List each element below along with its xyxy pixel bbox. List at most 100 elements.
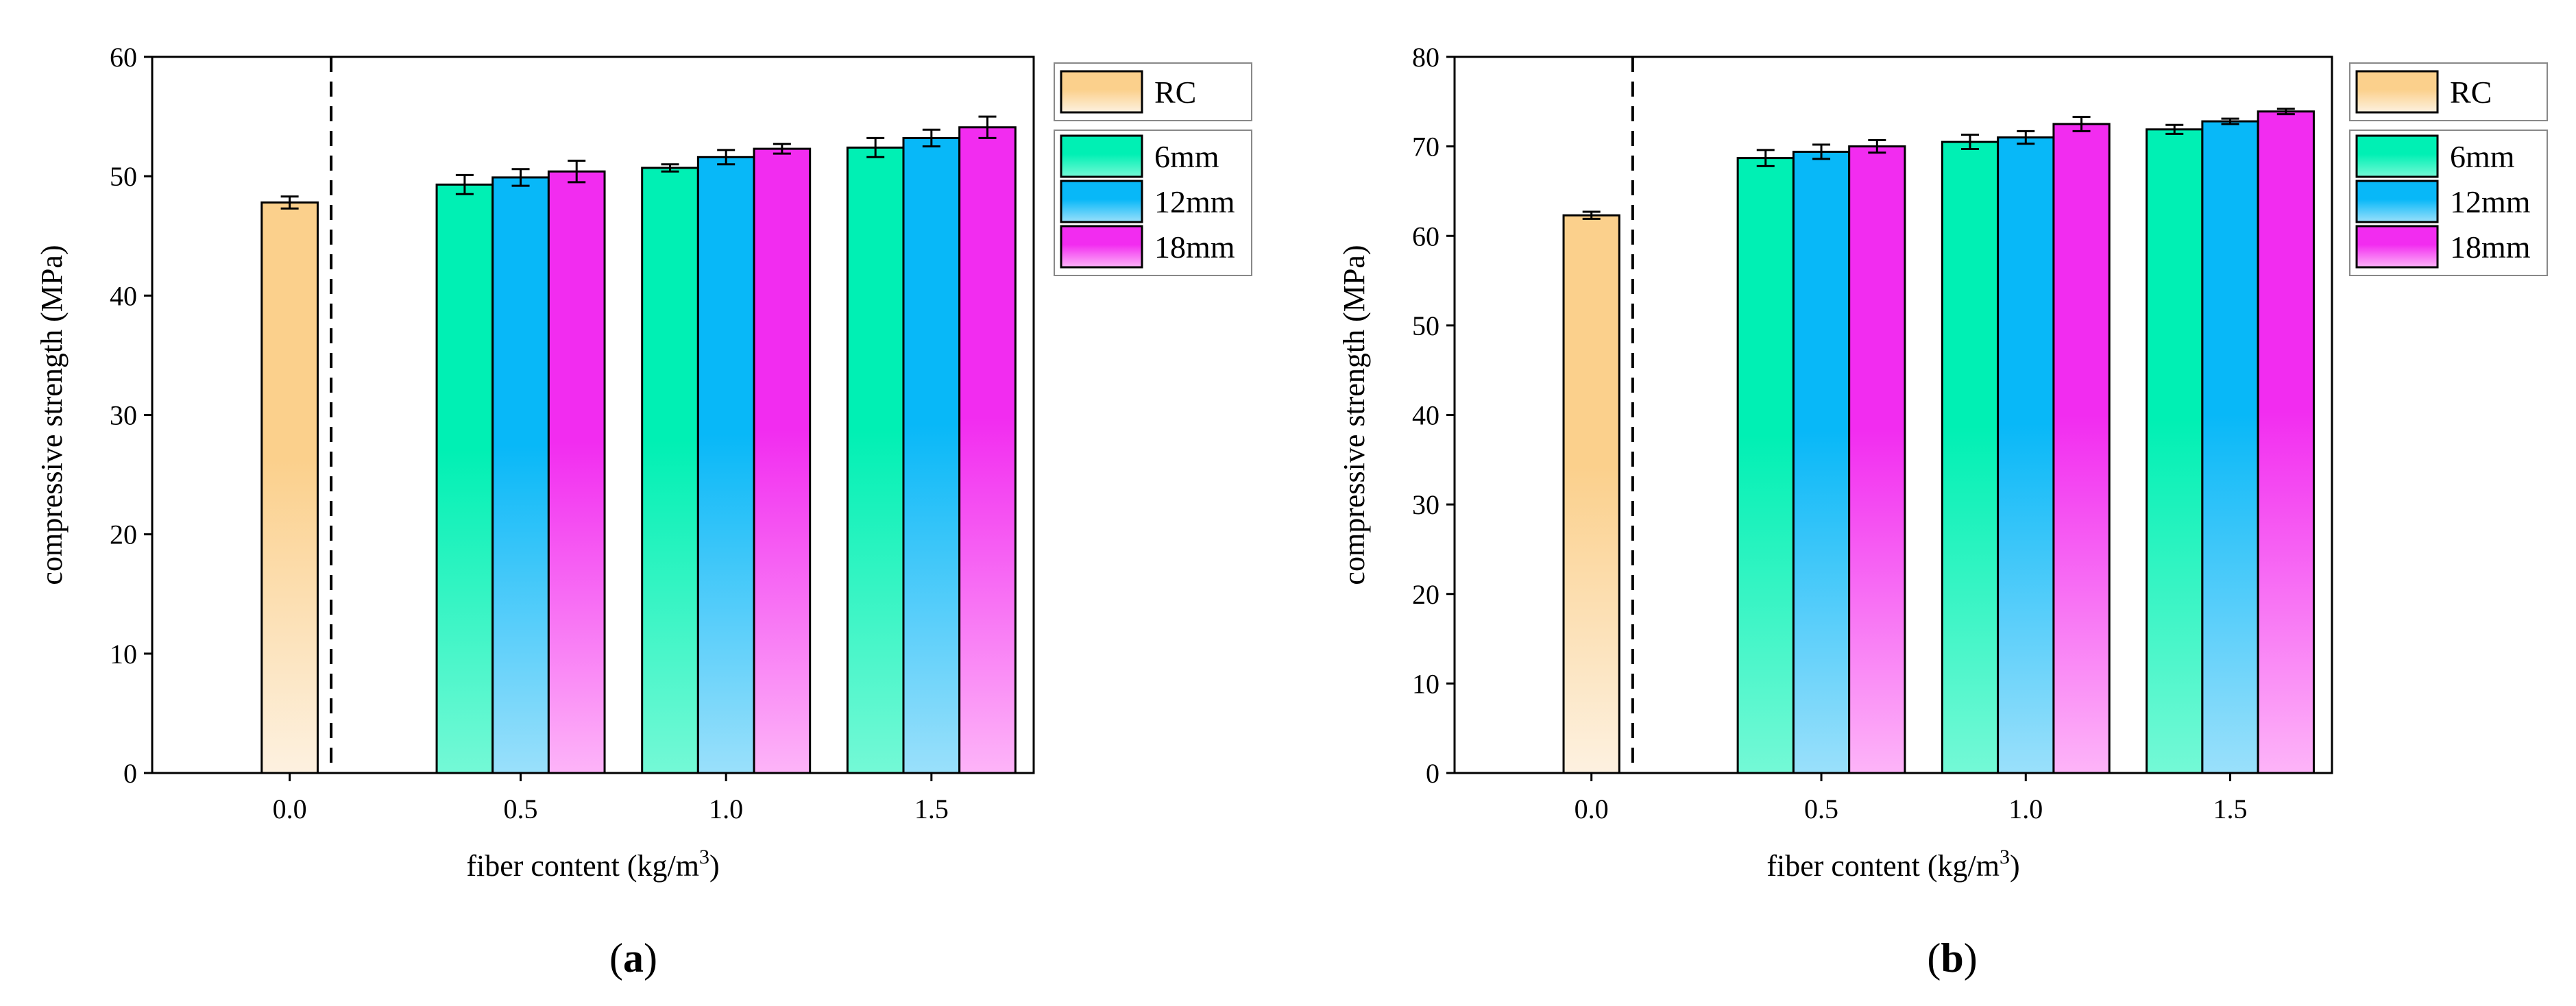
bar-12mm-1.0 — [696, 156, 755, 774]
y-tick-label: 40 — [1412, 400, 1439, 431]
y-tick-label: 40 — [110, 280, 137, 311]
panel-label-close: ) — [1964, 935, 1978, 981]
error-bar-12mm-1.0 — [2017, 130, 2035, 145]
error-bar-6mm-0.5 — [455, 173, 474, 195]
legend-label-18mm: 18mm — [1154, 230, 1235, 265]
y-tick-label: 50 — [1412, 310, 1439, 341]
bar-18mm-0.5 — [547, 170, 606, 774]
bar-rc — [1562, 214, 1620, 774]
y-axis-label: compressive strength (MPa) — [35, 245, 69, 585]
error-bar-12mm-1.5 — [2221, 117, 2239, 125]
y-axis-label: compressive strength (MPa) — [1337, 245, 1371, 585]
x-tick-label: 0.5 — [504, 794, 538, 824]
bar-18mm-1.5 — [2257, 110, 2315, 774]
bar-6mm-1.0 — [641, 167, 699, 774]
error-bar-6mm-1.0 — [661, 163, 679, 173]
legend-label-6mm: 6mm — [2450, 139, 2515, 174]
legend-label-rc: RC — [2450, 75, 2492, 110]
x-tick-label: 0.5 — [1804, 794, 1838, 824]
bar-12mm-1.0 — [1997, 136, 2055, 774]
legend-swatch-6mm — [1060, 134, 1143, 178]
y-tick-label: 60 — [110, 42, 137, 73]
legend-swatch-12mm — [1060, 180, 1143, 223]
error-bar-18mm-1.0 — [773, 143, 791, 155]
legend-label-6mm: 6mm — [1154, 139, 1219, 174]
panel-label: (b) — [1927, 935, 1977, 981]
legend-swatch-6mm — [2355, 134, 2439, 178]
bar-6mm-1.0 — [1941, 140, 2000, 774]
panel-label-letter: a — [623, 935, 644, 981]
error-bar-rc — [1582, 210, 1601, 220]
legend-swatch-12mm — [2355, 180, 2439, 223]
y-tick-label: 80 — [1412, 42, 1439, 73]
x-axis-label-suffix: ) — [709, 849, 720, 883]
bar-6mm-0.5 — [1736, 157, 1795, 774]
legend-swatch-18mm — [2355, 225, 2439, 269]
x-tick-label: 1.5 — [914, 794, 949, 824]
bar-18mm-1.0 — [2052, 123, 2111, 774]
error-bar-rc — [280, 195, 299, 210]
panel-a-chart: 0 10 20 30 40 50 60 0.0 0.5 1.0 1.5 compressive str… — [35, 42, 1252, 981]
error-bar-18mm-1.0 — [2072, 116, 2091, 132]
bar-18mm-1.0 — [753, 147, 812, 774]
bar-12mm-0.5 — [1792, 150, 1851, 774]
x-axis-label: fiber content (kg/m3) — [1766, 846, 2019, 883]
x-axis-label-suffix: ) — [2010, 849, 2020, 883]
panel-label-open: ( — [609, 935, 623, 981]
x-axis-label-sup: 3 — [2000, 846, 2010, 868]
error-bar-12mm-0.5 — [1812, 143, 1831, 160]
legend-label-18mm: 18mm — [2450, 230, 2531, 265]
x-axis-label-sup: 3 — [699, 846, 709, 868]
error-bar-18mm-0.5 — [1868, 138, 1886, 154]
panel-b-chart: 0 10 20 30 40 50 60 70 80 0.0 0.5 1.0 1.5 compressive… — [1337, 42, 2548, 981]
legend-label-12mm: 12mm — [2450, 184, 2531, 219]
x-tick-label: 0.0 — [1575, 794, 1609, 824]
x-tick-label: 1.0 — [2008, 794, 2043, 824]
y-tick-label: 30 — [1412, 489, 1439, 520]
y-tick-label: 0 — [1426, 758, 1439, 789]
y-tick-label: 10 — [1412, 668, 1439, 699]
y-tick-label: 30 — [110, 400, 137, 431]
bar-12mm-1.5 — [2201, 120, 2259, 774]
panel-label-close: ) — [644, 935, 657, 981]
x-tick-label: 1.0 — [709, 794, 743, 824]
error-bar-12mm-1.0 — [717, 149, 736, 166]
bar-12mm-0.5 — [491, 176, 550, 774]
error-bar-18mm-0.5 — [568, 160, 586, 184]
panel-label-letter: b — [1941, 935, 1963, 981]
legend-label-rc: RC — [1154, 75, 1196, 110]
y-tick-label: 60 — [1412, 221, 1439, 251]
error-bar-6mm-1.5 — [2165, 123, 2184, 135]
x-axis-label: fiber content (kg/m3) — [466, 846, 719, 883]
error-bar-18mm-1.5 — [2276, 108, 2295, 116]
legend-swatch-18mm — [1060, 225, 1143, 269]
bar-6mm-1.5 — [2146, 128, 2204, 774]
bar-rc — [260, 201, 319, 774]
panel-label: (a) — [609, 935, 657, 981]
y-tick-label: 50 — [110, 161, 137, 192]
error-bar-6mm-1.5 — [866, 136, 885, 158]
bar-18mm-0.5 — [1848, 145, 1906, 774]
bar-6mm-1.5 — [846, 146, 905, 774]
error-bar-6mm-1.0 — [1961, 134, 1979, 151]
y-tick-label: 10 — [110, 639, 137, 670]
y-tick-label: 20 — [1412, 579, 1439, 610]
error-bar-12mm-0.5 — [511, 168, 530, 187]
error-bar-6mm-0.5 — [1756, 149, 1775, 167]
error-bar-12mm-1.5 — [922, 128, 940, 148]
y-tick-label: 20 — [110, 519, 137, 550]
x-axis-label-prefix: fiber content (kg/m — [1766, 849, 2000, 883]
bar-6mm-0.5 — [435, 183, 494, 774]
legend-swatch-rc — [2355, 70, 2439, 114]
x-tick-label: 0.0 — [273, 794, 307, 824]
y-tick-label: 0 — [123, 758, 137, 789]
bar-12mm-1.5 — [902, 136, 961, 774]
legend-label-12mm: 12mm — [1154, 184, 1235, 219]
error-bar-18mm-1.5 — [978, 115, 997, 139]
y-tick-label: 70 — [1412, 132, 1439, 162]
legend-swatch-rc — [1060, 70, 1143, 114]
panel-label-open: ( — [1927, 935, 1941, 981]
bar-18mm-1.5 — [958, 126, 1017, 774]
x-tick-label: 1.5 — [2213, 794, 2248, 824]
